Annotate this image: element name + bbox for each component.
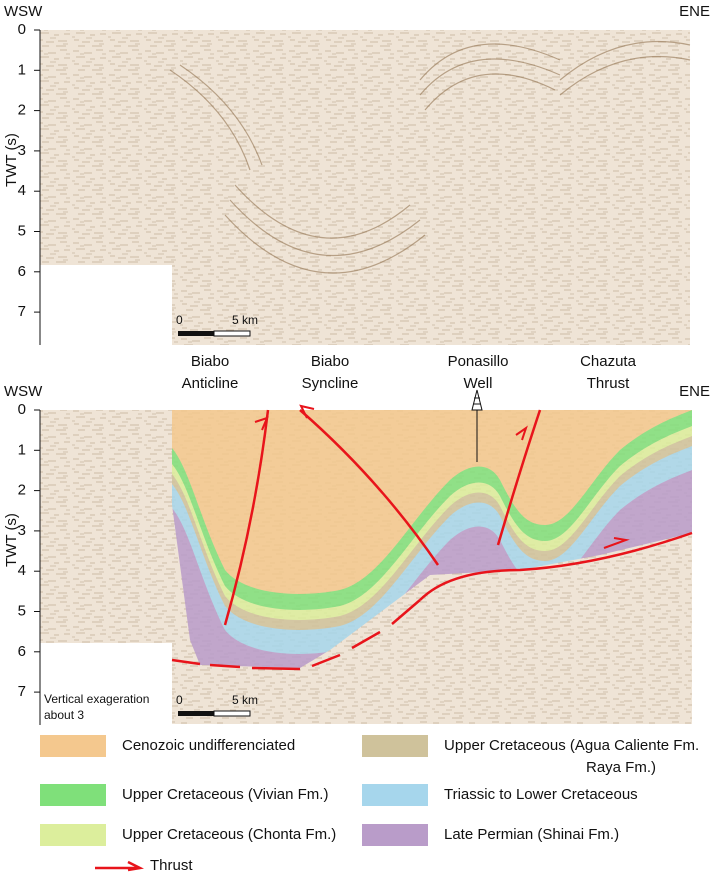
legend-swatch <box>362 784 428 806</box>
structure-label: Syncline <box>302 375 359 392</box>
structure-label: Biabo <box>191 353 229 370</box>
structure-label: Ponasillo <box>448 353 509 370</box>
tick-label: 1 <box>18 441 26 458</box>
tick-label: 5 <box>18 222 26 239</box>
scale-end: 5 km <box>232 313 258 327</box>
scale-bar-black <box>178 711 214 716</box>
figure: 01234567TWT (s)WSWENE05 km 01234567TWT (… <box>0 0 716 880</box>
scale-bar-white <box>214 331 250 336</box>
tick-label: 2 <box>18 102 26 119</box>
tick-label: 0 <box>18 21 26 38</box>
tick-label: 6 <box>18 643 26 660</box>
legend-label: Triassic to Lower Cretaceous <box>444 786 638 803</box>
legend: Cenozoic undifferenciated Upper Cretaceou… <box>40 735 699 874</box>
note: about 3 <box>44 708 84 722</box>
legend-label: Upper Cretaceous (Chonta Fm.) <box>122 826 336 843</box>
scale-end: 5 km <box>232 693 258 707</box>
scale-bar-white <box>214 711 250 716</box>
legend-swatch <box>40 824 106 846</box>
note: Vertical exageration <box>44 692 149 706</box>
tick-label: 5 <box>18 602 26 619</box>
legend-label: Cenozoic undifferenciated <box>122 737 295 754</box>
scale-start: 0 <box>176 313 183 327</box>
legend-label: Thrust <box>150 857 193 874</box>
tick-label: 6 <box>18 263 26 280</box>
blank-area <box>40 265 172 347</box>
legend-swatch <box>40 735 106 757</box>
direction-right: ENE <box>679 383 710 400</box>
tick-label: 1 <box>18 61 26 78</box>
direction-right: ENE <box>679 3 710 20</box>
scale-start: 0 <box>176 693 183 707</box>
direction-left: WSW <box>4 3 43 20</box>
tick-label: 7 <box>18 303 26 320</box>
legend-label: Upper Cretaceous (Vivian Fm.) <box>122 786 328 803</box>
legend-label: Late Permian (Shinai Fm.) <box>444 826 619 843</box>
direction-left: WSW <box>4 383 43 400</box>
legend-swatch <box>362 824 428 846</box>
structure-label: Anticline <box>182 375 239 392</box>
axis-label: TWT (s) <box>3 513 20 567</box>
tick-label: 2 <box>18 482 26 499</box>
well-icon <box>472 390 482 410</box>
legend-label: Upper Cretaceous (Agua Caliente Fm. <box>444 737 699 754</box>
structure-label: Biabo <box>311 353 349 370</box>
legend-swatch <box>362 735 428 757</box>
axis-label: TWT (s) <box>3 133 20 187</box>
tick-label: 7 <box>18 683 26 700</box>
tick-label: 0 <box>18 401 26 418</box>
structure-label: Thrust <box>587 375 630 392</box>
legend-thrust-symbol <box>95 862 140 870</box>
legend-label: Raya Fm.) <box>586 759 656 776</box>
legend-swatch <box>40 784 106 806</box>
structure-label: Well <box>464 375 493 392</box>
structure-label: Chazuta <box>580 353 637 370</box>
scale-bar-black <box>178 331 214 336</box>
